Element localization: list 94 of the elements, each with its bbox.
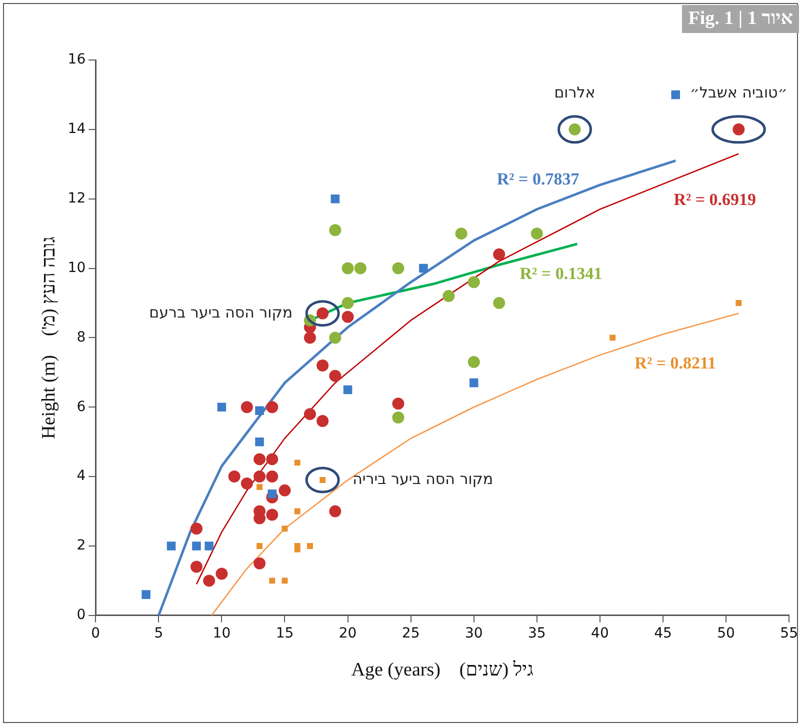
point (455, 228, 468, 240)
point (255, 406, 264, 415)
point (142, 590, 150, 599)
point (166, 542, 176, 550)
point (468, 356, 480, 368)
x-tick-label: 5 (154, 625, 164, 642)
x-tick-label: 30 (464, 625, 483, 642)
point (254, 453, 266, 466)
point (671, 90, 680, 100)
x-axis-title: Age (years) גיל (שנים) (351, 660, 534, 681)
point (343, 385, 352, 394)
point (254, 557, 266, 570)
point (329, 505, 342, 518)
point (282, 578, 288, 584)
point (256, 484, 263, 490)
point (342, 262, 354, 274)
point (278, 484, 291, 496)
point (266, 453, 278, 466)
x-tick-label: 15 (276, 625, 294, 642)
point (204, 542, 214, 550)
point (266, 401, 278, 414)
annotation: ״טוביה אשבל״ (690, 83, 788, 102)
point (203, 574, 216, 587)
annotation: אלרום (554, 83, 596, 102)
point (294, 508, 300, 514)
point (330, 194, 340, 204)
point (216, 568, 228, 580)
chart-title: איור 1 | Fig. 1 (682, 5, 799, 33)
point (468, 276, 480, 288)
point (442, 290, 455, 302)
point (493, 296, 506, 309)
point (392, 398, 404, 410)
annotation: R² = 0.7837 (496, 169, 580, 188)
y-tick-label: 10 (68, 260, 86, 276)
point (190, 560, 202, 573)
point (316, 359, 329, 372)
point (329, 370, 342, 382)
y-tick-label: 0 (76, 607, 86, 624)
point (469, 378, 478, 388)
y-tick-label: 14 (68, 121, 86, 138)
point (306, 543, 313, 549)
point (329, 224, 342, 236)
point (269, 578, 276, 584)
y-tick-label: 6 (76, 398, 86, 415)
annotation: R² = 0.8211 (634, 354, 716, 373)
point (254, 470, 266, 483)
x-tick-label: 25 (402, 625, 420, 642)
x-tick-label: 45 (654, 625, 672, 642)
x-tick-label: 40 (591, 625, 609, 642)
point (266, 470, 278, 483)
point (192, 542, 201, 550)
x-tick-label: 50 (717, 625, 735, 642)
point (282, 526, 288, 532)
y-tick-label: 12 (68, 190, 86, 206)
y-tick-label: 2 (76, 538, 86, 554)
point (240, 477, 253, 490)
point (329, 332, 342, 344)
point (294, 460, 300, 466)
point (736, 300, 742, 306)
point (266, 508, 278, 521)
x-tick-label: 10 (212, 625, 231, 642)
point (240, 401, 253, 414)
annotation: מקור הסה ביער ביריה (352, 470, 494, 488)
y-tick-label: 4 (76, 468, 86, 484)
point (268, 490, 277, 498)
point (732, 123, 745, 136)
annotation: R² = 0.6919 (674, 190, 756, 209)
point (256, 543, 263, 549)
annotation: מקור הסה ביער ברעם (149, 303, 293, 322)
annotation: R² = 0.1341 (520, 264, 602, 283)
point (419, 264, 428, 273)
point (610, 334, 616, 341)
point (228, 470, 240, 483)
x-tick-label: 55 (780, 625, 798, 642)
point (304, 408, 316, 420)
x-tick-label: 20 (338, 625, 357, 642)
point (342, 310, 354, 323)
point (217, 402, 226, 412)
y-tick-label: 8 (76, 329, 86, 346)
x-tick-label: 0 (91, 625, 100, 642)
point (392, 412, 404, 424)
point (493, 248, 506, 260)
point (255, 437, 264, 446)
y-axis-title: Height (m) גובה העץ (מ') (38, 236, 60, 439)
point (530, 228, 543, 240)
x-tick-label: 35 (528, 625, 546, 642)
point (354, 262, 366, 274)
point (316, 415, 329, 428)
point (294, 546, 300, 552)
point (304, 332, 316, 344)
point (190, 522, 202, 535)
point (342, 296, 354, 309)
point (392, 262, 404, 274)
y-tick-label: 16 (68, 52, 86, 68)
